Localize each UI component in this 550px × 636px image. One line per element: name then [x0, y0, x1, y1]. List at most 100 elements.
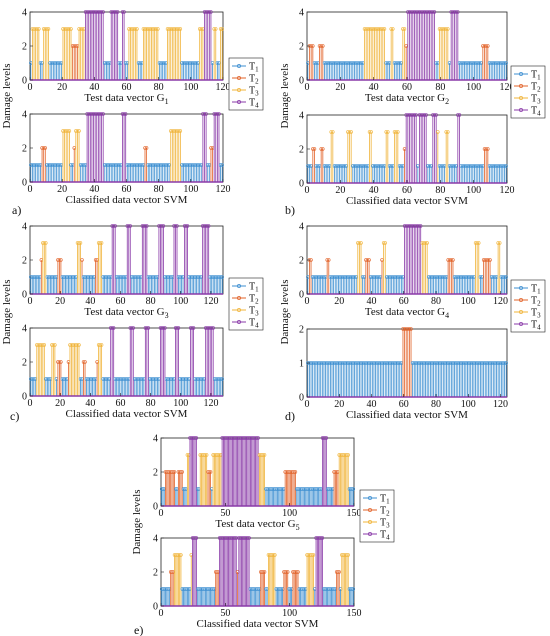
x-axis-label: Test data vector G4 — [365, 306, 449, 320]
y-tick-label: 0 — [299, 290, 304, 301]
y-tick-label: 4 — [22, 110, 27, 121]
legend-entry: T1 — [531, 284, 541, 296]
x-tick-label: 0 — [305, 399, 310, 410]
stem-marker — [396, 130, 400, 134]
x-tick-label: 120 — [493, 296, 508, 307]
legend-entry: T4 — [380, 530, 390, 542]
axes-frame — [160, 537, 355, 607]
x-tick-label: 60 — [399, 399, 409, 410]
stem-marker — [286, 570, 290, 574]
axes-frame — [29, 11, 224, 81]
subplot-bottom-4: 0 2 4 0 50 100 150 Classified data vector SVM — [153, 534, 362, 631]
stem-marker — [99, 343, 104, 347]
legend-entry-subscript: 2 — [537, 300, 541, 308]
x-tick-label: 100 — [461, 296, 476, 307]
x-tick-label: 40 — [89, 82, 99, 93]
x-tick-label: 100 — [282, 608, 297, 619]
x-tick-label: 80 — [154, 184, 164, 195]
stem-marker — [256, 436, 260, 440]
legend-marker-T1 — [519, 286, 523, 290]
stem-marker — [351, 487, 356, 491]
stem-marker — [346, 453, 350, 457]
stem-marker — [208, 470, 213, 474]
x-axis-label-text: Classified data vector SVM — [197, 618, 319, 630]
y-axis-label: Damage levels — [279, 279, 291, 344]
x-tick-label: 100 — [466, 185, 481, 196]
stem-marker — [146, 326, 151, 330]
x-tick-label: 40 — [367, 399, 377, 410]
stem-marker — [77, 343, 81, 347]
x-tick-label: 60 — [402, 185, 412, 196]
legend-entry-subscript: 1 — [386, 498, 390, 506]
legend-entry: T4 — [531, 106, 541, 118]
stem-marker — [220, 163, 224, 167]
stem-marker — [194, 436, 199, 440]
stem-marker — [59, 258, 63, 262]
stem-marker — [457, 113, 462, 117]
stem-marker — [101, 112, 105, 116]
y-tick-label: 2 — [153, 568, 158, 579]
legend-entry-subscript: 4 — [255, 102, 259, 110]
stem-marker — [504, 361, 508, 365]
y-tick-label: 0 — [153, 502, 158, 513]
legend-marker-T3 — [368, 520, 372, 524]
stem-marker — [44, 241, 48, 245]
y-axis-label: Damage levels — [131, 489, 143, 554]
stem-marker — [321, 147, 325, 151]
stem-marker — [504, 275, 508, 279]
stem-marker — [128, 224, 132, 228]
stem-marker — [296, 570, 300, 574]
stem-marker — [262, 453, 267, 457]
x-tick-label: 0 — [305, 82, 310, 93]
stem-marker — [156, 27, 160, 31]
legend-entry-subscript: 1 — [255, 286, 259, 294]
y-tick-label: 2 — [153, 468, 158, 479]
stem-marker — [346, 553, 350, 557]
x-tick-label: 120 — [500, 185, 515, 196]
y-axis-label: Damage levels — [1, 63, 13, 128]
legend-marker-T3 — [237, 308, 241, 312]
stem-marker — [386, 130, 390, 134]
x-tick-label: 80 — [154, 82, 164, 93]
x-axis-label-text: Test data vector G — [365, 306, 445, 318]
legend-marker-T2 — [237, 76, 241, 80]
y-tick-label: 0 — [153, 602, 158, 613]
stem-marker — [312, 147, 317, 151]
stem-marker — [311, 44, 315, 48]
y-tick-label: 0 — [299, 393, 304, 404]
x-axis-label-subscript: 4 — [445, 311, 449, 320]
stem-marker — [367, 258, 371, 262]
stem-marker — [434, 113, 438, 117]
legend-entry: T4 — [531, 320, 541, 332]
y-tick-label: 0 — [299, 76, 304, 87]
stem-series — [306, 10, 508, 80]
legend-marker-T2 — [519, 84, 523, 88]
x-tick-label: 60 — [115, 296, 125, 307]
legend-entry-subscript: 2 — [255, 298, 259, 306]
stem-marker — [391, 27, 395, 31]
x-tick-label: 50 — [220, 608, 230, 619]
stem-marker — [383, 241, 387, 245]
panel-label: a) — [12, 203, 21, 217]
stem-marker — [131, 326, 135, 330]
y-tick-label: 2 — [299, 145, 304, 156]
y-tick-label: 1 — [299, 359, 304, 370]
stem-marker — [144, 146, 149, 150]
stem-marker — [327, 258, 331, 262]
x-tick-label: 100 — [173, 296, 188, 307]
stem-marker — [220, 275, 224, 279]
x-tick-label: 60 — [122, 184, 132, 195]
legend-entry: T2 — [380, 506, 390, 518]
x-tick-label: 120 — [203, 296, 218, 307]
x-tick-label: 150 — [347, 608, 362, 619]
stem-series — [306, 113, 508, 183]
y-tick-label: 4 — [299, 222, 304, 233]
stem-marker — [477, 241, 481, 245]
x-tick-label: 100 — [466, 82, 481, 93]
x-tick-label: 100 — [183, 82, 198, 93]
